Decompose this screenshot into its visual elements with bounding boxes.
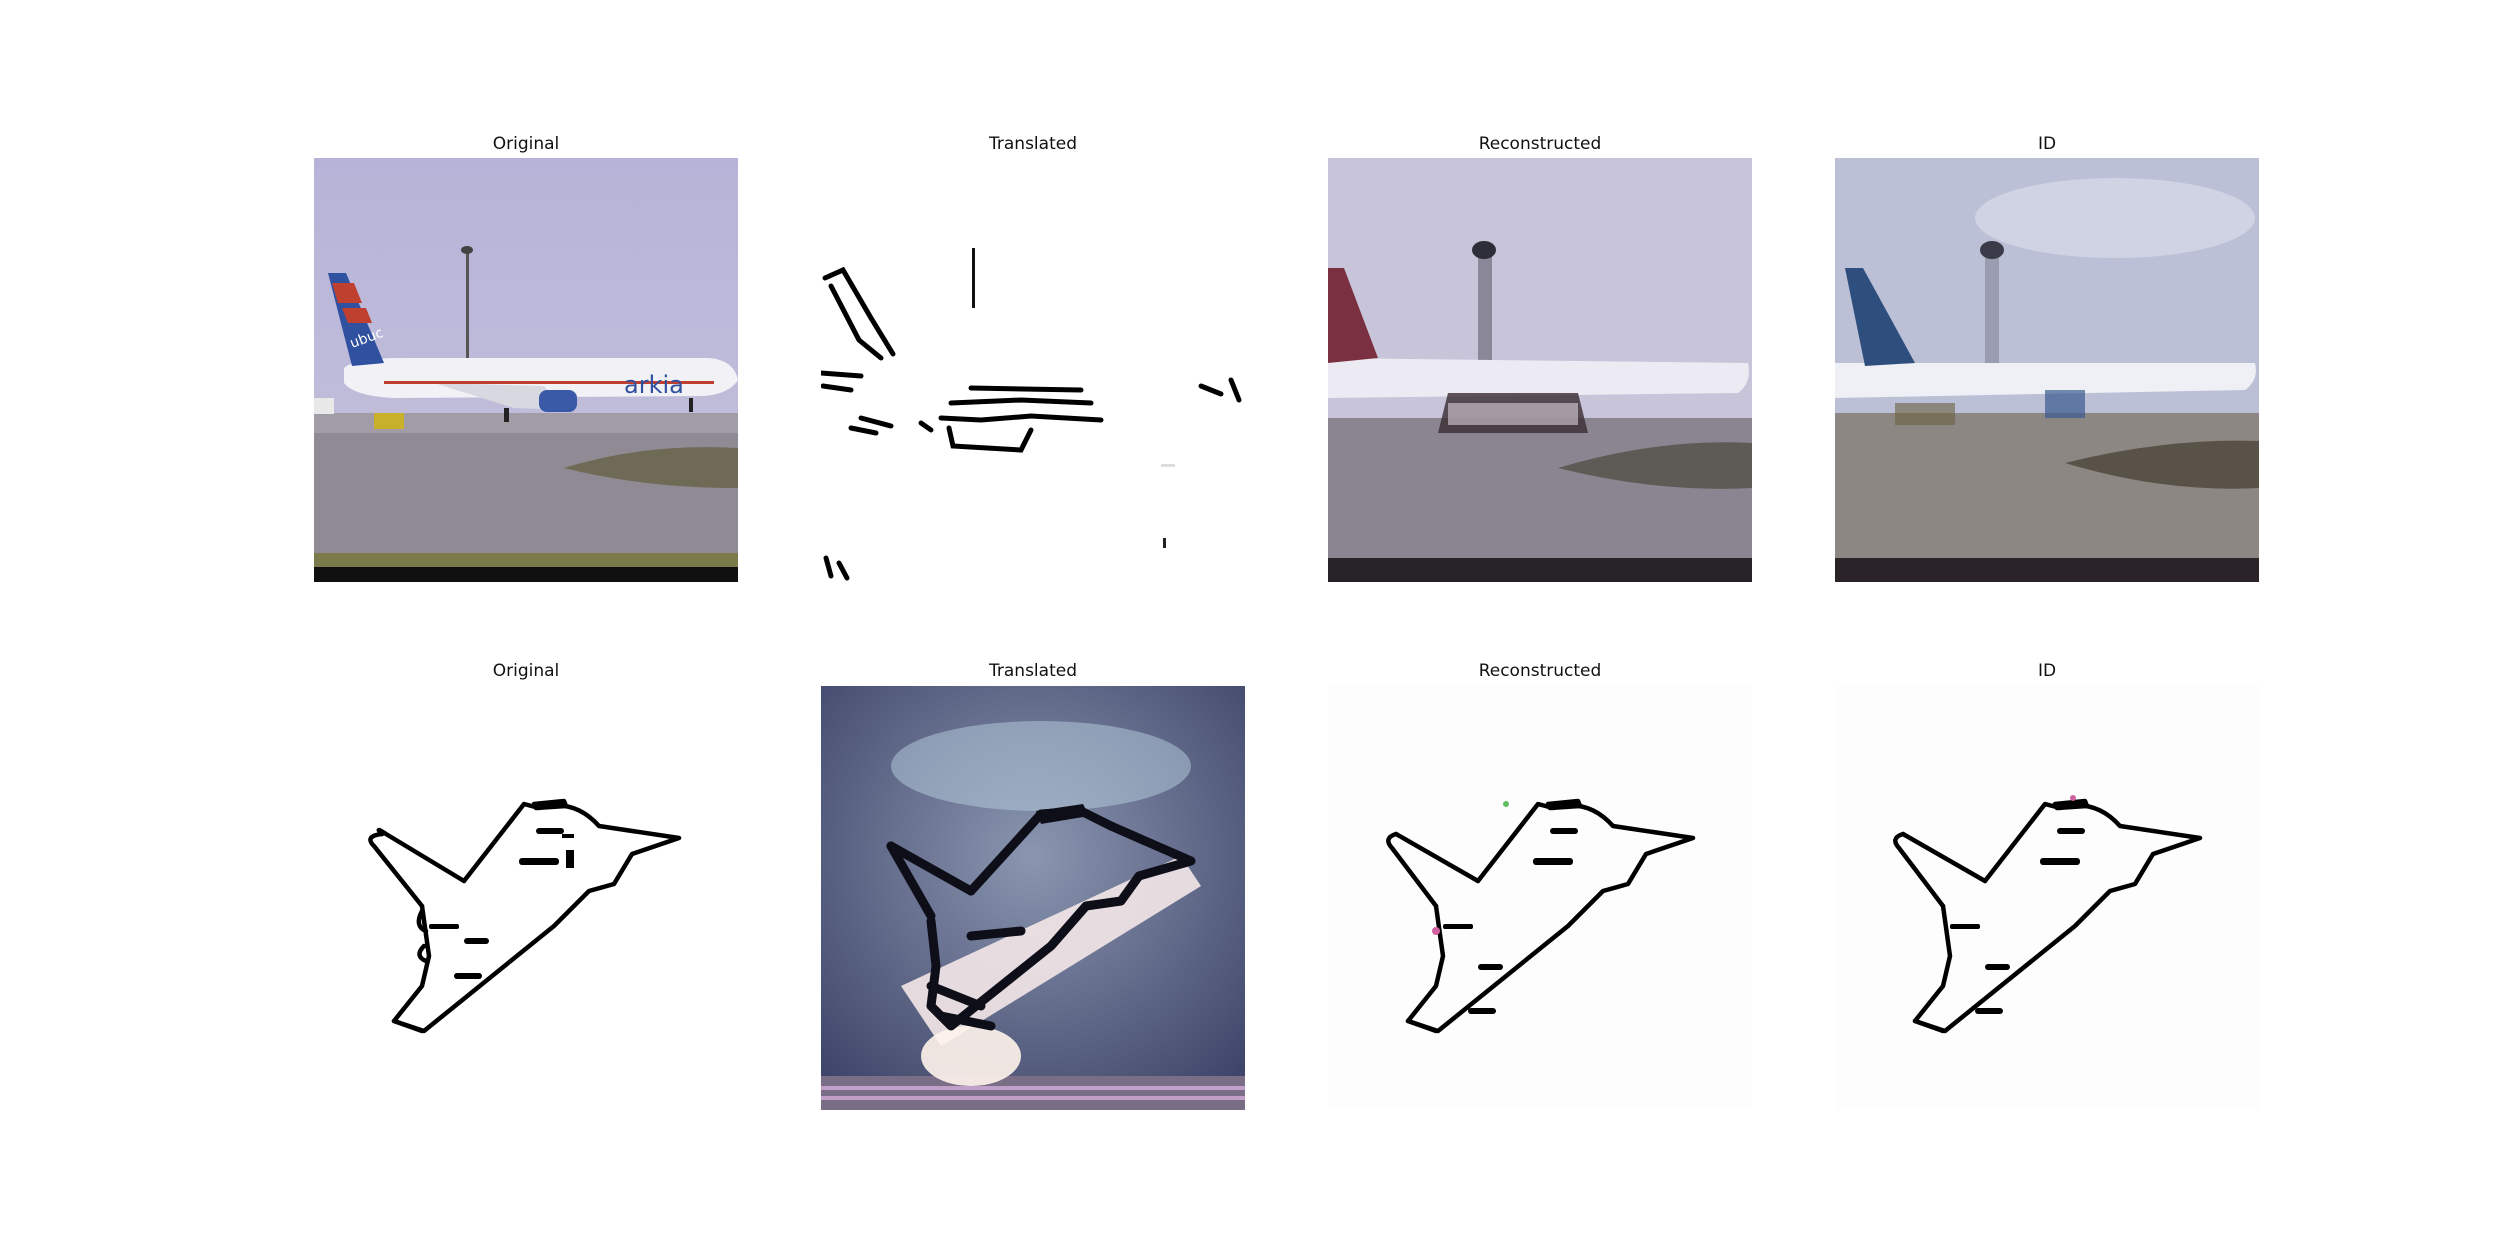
original-jet-sketch [314,686,738,1110]
translated-edge-image [821,158,1245,582]
original-airliner-photo: arkia ubuc [314,158,738,582]
reconstructed-airliner-image [1328,158,1752,582]
panel-title-reconstructed-2: Reconstructed [1478,661,1602,681]
translated-jet-image [821,686,1245,1110]
reconstructed-jet-sketch [1328,686,1752,1110]
panel-title-translated-2: Translated [989,661,1077,681]
panel-title-original-1: Original [492,134,560,154]
panel-title-original-2: Original [492,661,560,681]
panel-title-id-2: ID [2037,661,2057,681]
id-airliner-image [1835,158,2259,582]
panel-title-id-1: ID [2037,134,2057,154]
airliner-brand-text: arkia [624,371,684,399]
panel-title-reconstructed-1: Reconstructed [1478,134,1602,154]
id-jet-sketch [1835,686,2259,1110]
panel-title-translated-1: Translated [989,134,1077,154]
